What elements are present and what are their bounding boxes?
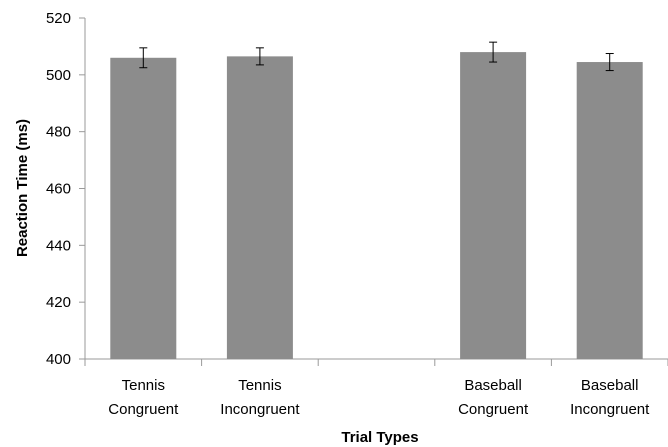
y-tick-label: 500 bbox=[46, 67, 71, 84]
y-tick-label: 520 bbox=[46, 10, 71, 27]
bar bbox=[110, 57, 177, 360]
x-tick-label: Incongruent bbox=[220, 401, 300, 418]
x-axis-title: Trial Types bbox=[341, 429, 418, 446]
x-tick-label: Incongruent bbox=[570, 401, 650, 418]
x-tick-label: Baseball bbox=[464, 377, 522, 394]
y-axis-title: Reaction Time (ms) bbox=[14, 119, 31, 257]
bar bbox=[460, 52, 527, 359]
y-tick-label: 440 bbox=[46, 237, 71, 254]
bar bbox=[226, 56, 293, 360]
x-tick-label: Tennis bbox=[238, 377, 281, 394]
y-tick-label: 420 bbox=[46, 294, 71, 311]
x-tick-label: Tennis bbox=[122, 377, 165, 394]
bars bbox=[110, 52, 643, 360]
y-tick-label: 400 bbox=[46, 351, 71, 368]
y-tick-label: 480 bbox=[46, 124, 71, 141]
y-tick-label: 460 bbox=[46, 181, 71, 198]
bar bbox=[576, 62, 643, 359]
x-tick-label: Congruent bbox=[458, 401, 529, 418]
x-axis: Tennis Congruent Tennis Incongruent Baseball… bbox=[84, 358, 668, 418]
x-tick-label: Congruent bbox=[108, 401, 179, 418]
y-axis: 400 420 440 460 480 500 520 bbox=[46, 10, 86, 368]
x-tick-label: Baseball bbox=[581, 377, 639, 394]
error-bars bbox=[139, 41, 614, 72]
